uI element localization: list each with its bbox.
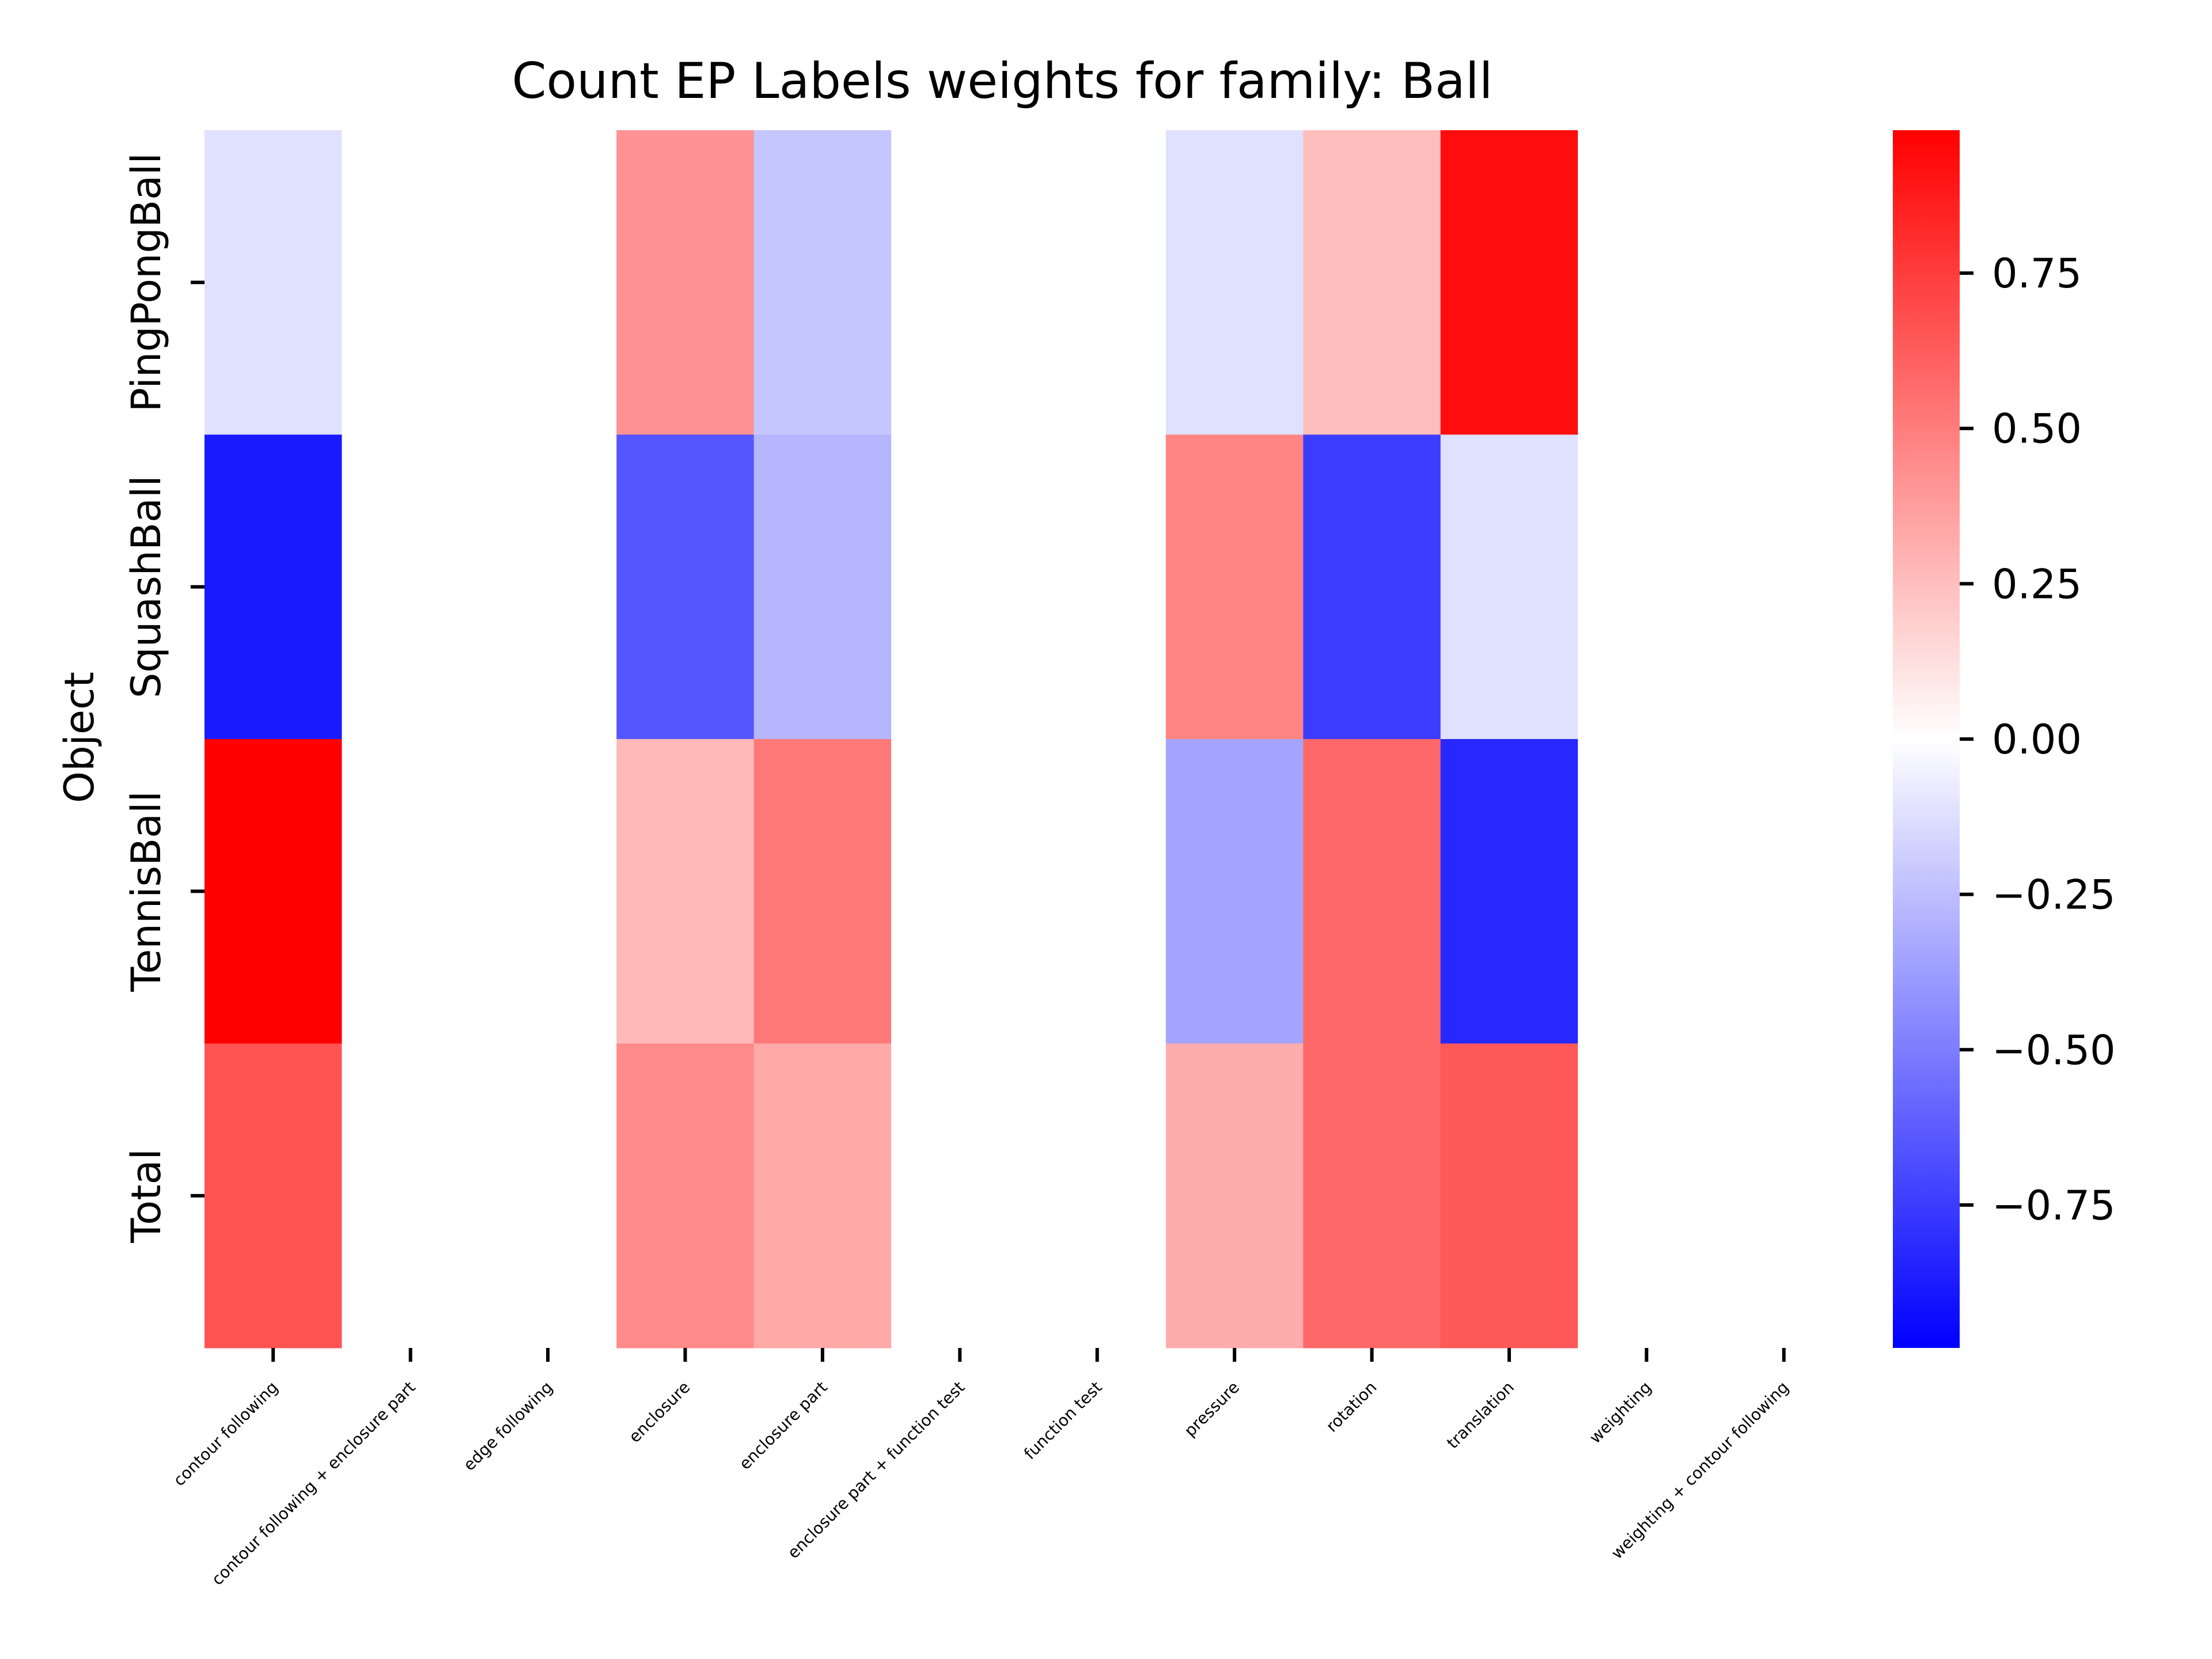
heatmap-cell <box>616 739 755 1044</box>
heatmap-cell <box>1165 130 1304 435</box>
colorbar-axis: −0.75 −0.50 −0.25 0.00 0.25 0.50 0.75 <box>1960 250 2116 1229</box>
heatmap-cell <box>1440 130 1578 435</box>
heatmap-cell <box>342 434 480 740</box>
x-tick-label: rotation <box>1323 1378 1381 1436</box>
heatmap-cell <box>1165 434 1304 740</box>
heatmap-cell <box>891 130 1029 435</box>
heatmap-cell <box>1440 739 1578 1044</box>
heatmap-cell <box>1578 1043 1716 1349</box>
heatmap-cell <box>616 130 755 435</box>
heatmap-cell <box>479 1043 617 1349</box>
heatmap-cell <box>1028 434 1166 740</box>
heatmap-cell <box>1028 739 1166 1044</box>
colorbar-tick-label: −0.50 <box>1992 1027 2116 1074</box>
x-tick-label: contour following <box>169 1378 282 1490</box>
heatmap-cell <box>1165 1043 1304 1349</box>
heatmap-cell <box>479 130 617 435</box>
heatmap-cell <box>1578 434 1716 740</box>
heatmap-cell <box>1303 739 1441 1044</box>
colorbar-tick-label: −0.25 <box>1992 872 2116 919</box>
colorbar <box>1893 130 1960 1348</box>
heatmap-cell <box>1715 1043 1853 1349</box>
x-tick-label: enclosure part <box>736 1378 831 1474</box>
colorbar-tick-label: 0.50 <box>1992 406 2082 453</box>
colorbar-tick-label: 0.25 <box>1992 560 2082 608</box>
heatmap-cell <box>204 434 342 740</box>
heatmap-cell <box>1028 1043 1166 1349</box>
heatmap-cells <box>204 130 1853 1349</box>
heatmap-cell <box>753 434 892 740</box>
heatmap-cell <box>342 1043 480 1349</box>
heatmap-cell <box>1715 130 1853 435</box>
heatmap-cell <box>616 1043 755 1349</box>
heatmap-cell <box>342 739 480 1044</box>
heatmap-cell <box>891 434 1029 740</box>
x-tick-label: translation <box>1443 1378 1518 1453</box>
heatmap-cell <box>1578 130 1716 435</box>
heatmap-cell <box>204 739 342 1044</box>
heatmap-cell <box>891 739 1029 1044</box>
colorbar-tick-label: −0.75 <box>1992 1182 2116 1229</box>
y-tick-label: Total <box>123 1149 170 1243</box>
heatmap-cell <box>342 130 480 435</box>
heatmap-cell <box>1440 1043 1578 1349</box>
heatmap-cell <box>1578 739 1716 1044</box>
colorbar-tick-label: 0.75 <box>1992 250 2082 297</box>
heatmap-cell <box>204 130 342 435</box>
colorbar-tick-label: 0.00 <box>1992 716 2082 763</box>
heatmap-cell <box>616 434 755 740</box>
y-tick-label: SquashBall <box>123 475 170 698</box>
x-tick-label: weighting <box>1586 1378 1656 1448</box>
x-tick-label: pressure <box>1180 1378 1243 1441</box>
heatmap-cell <box>1165 739 1304 1044</box>
heatmap-cell <box>1715 739 1853 1044</box>
y-tick-label: PingPongBall <box>123 153 170 412</box>
heatmap-cell <box>1028 130 1166 435</box>
x-tick-label: edge following <box>460 1378 556 1475</box>
heatmap-cell <box>479 739 617 1044</box>
y-axis-label: Object <box>56 672 103 803</box>
heatmap-cell <box>1303 130 1441 435</box>
heatmap-cell <box>753 1043 892 1349</box>
heatmap-cell <box>1303 1043 1441 1349</box>
y-tick-label: TennisBall <box>123 791 170 992</box>
heatmap-cell <box>204 1043 342 1349</box>
heatmap-cell <box>1715 434 1853 740</box>
x-tick-label: function test <box>1020 1378 1106 1464</box>
heatmap-cell <box>1303 434 1441 740</box>
heatmap-cell <box>753 739 892 1044</box>
heatmap-cell <box>753 130 892 435</box>
heatmap-cell <box>479 434 617 740</box>
heatmap-cell <box>891 1043 1029 1349</box>
y-axis: PingPongBall SquashBall TennisBall Total <box>123 153 204 1243</box>
x-tick-label: enclosure <box>625 1378 694 1446</box>
heatmap-cell <box>1440 434 1578 740</box>
chart-title: Count EP Labels weights for family: Ball <box>512 52 1493 110</box>
